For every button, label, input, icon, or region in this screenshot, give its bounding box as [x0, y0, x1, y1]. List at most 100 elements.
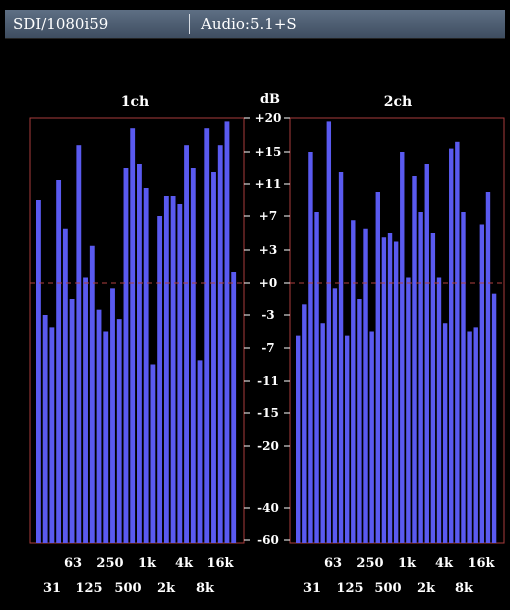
bar — [217, 145, 223, 543]
bar — [211, 172, 216, 543]
bar — [184, 145, 189, 543]
bar — [42, 315, 48, 543]
bar — [332, 288, 338, 543]
audio-mode-label: Audio:5.1+S — [201, 15, 297, 33]
channel-title: 2ch — [384, 94, 412, 110]
bar — [224, 121, 230, 544]
bar — [110, 288, 115, 543]
bar — [357, 299, 362, 543]
bar — [424, 164, 429, 543]
freq-tick-label: 4k — [435, 556, 454, 571]
freq-tick-label: 1k — [138, 556, 157, 571]
freq-tick-label: 2k — [417, 581, 436, 596]
freq-tick-label: 31 — [43, 581, 61, 596]
scale-tick-label: +11 — [255, 177, 282, 191]
scale-tick-label: -40 — [257, 501, 279, 515]
scale-tick-label: +7 — [259, 209, 277, 223]
status-bar: SDI/1080i59 Audio:5.1+S — [5, 10, 505, 39]
bar — [190, 168, 196, 543]
channel-title: 1ch — [121, 94, 149, 110]
scale-tick-label: +3 — [259, 243, 277, 257]
bar — [123, 168, 129, 543]
bar — [387, 233, 393, 543]
scale-tick-label: -15 — [257, 406, 279, 420]
scale-tick-label: -11 — [257, 374, 279, 388]
freq-tick-label: 250 — [96, 556, 123, 571]
bar — [400, 152, 405, 543]
bar — [177, 204, 183, 543]
bar — [455, 141, 460, 544]
bar — [344, 335, 350, 544]
bar — [170, 196, 176, 543]
bar — [467, 331, 472, 543]
bar — [83, 277, 88, 543]
freq-tick-label: 4k — [175, 556, 194, 571]
bar — [143, 188, 149, 543]
bar — [197, 360, 203, 544]
bar — [62, 228, 68, 543]
bar — [406, 277, 411, 543]
bar — [363, 228, 368, 543]
bar — [375, 192, 380, 543]
bar — [103, 331, 109, 543]
bar — [116, 319, 122, 544]
bar — [96, 309, 102, 543]
status-bar-divider — [189, 14, 190, 34]
bar — [163, 196, 169, 543]
scale-tick-label: -20 — [257, 439, 279, 453]
bar — [430, 233, 436, 543]
bar — [393, 241, 399, 543]
bar — [412, 176, 417, 543]
scale-tick-label: +20 — [255, 111, 282, 125]
freq-tick-label: 63 — [64, 556, 82, 571]
video-format-label: SDI/1080i59 — [13, 15, 109, 33]
freq-tick-label: 2k — [157, 581, 176, 596]
bar — [69, 299, 75, 543]
bar — [473, 327, 478, 544]
bar — [56, 180, 62, 543]
bar — [302, 304, 307, 543]
scale-tick-label: -7 — [261, 341, 274, 355]
bar — [436, 277, 442, 543]
freq-tick-label: 500 — [114, 581, 141, 596]
bar — [49, 327, 55, 544]
bar — [479, 224, 485, 543]
freq-tick-label: 8k — [196, 581, 215, 596]
bar — [36, 200, 41, 543]
freq-tick-label: 500 — [374, 581, 401, 596]
freq-tick-label: 125 — [336, 581, 363, 596]
bar — [449, 148, 454, 543]
scale-tick-label: +0 — [259, 276, 277, 290]
bar — [485, 192, 491, 543]
bar — [296, 335, 301, 544]
freq-tick-label: 125 — [75, 581, 102, 596]
freq-tick-label: 8k — [455, 581, 474, 596]
freq-tick-label: 31 — [303, 581, 321, 596]
bar — [338, 172, 344, 543]
bar — [89, 245, 95, 543]
bar — [351, 220, 356, 543]
freq-tick-label: 16k — [467, 556, 495, 571]
freq-tick-label: 250 — [356, 556, 383, 571]
bar — [130, 128, 136, 543]
bar — [150, 364, 156, 543]
bar — [442, 323, 448, 543]
db-unit-label: dB — [260, 92, 280, 107]
bar — [76, 145, 82, 543]
bar — [461, 212, 466, 543]
bar — [308, 152, 313, 543]
freq-tick-label: 16k — [206, 556, 234, 571]
freq-tick-label: 1k — [398, 556, 417, 571]
bar — [320, 323, 325, 543]
freq-tick-label: 63 — [324, 556, 342, 571]
scale-tick-label: -3 — [261, 308, 274, 322]
bar — [491, 293, 497, 543]
scale-tick-label: +15 — [255, 145, 282, 159]
bar — [381, 237, 387, 543]
bar — [137, 164, 142, 543]
bar — [369, 331, 374, 543]
bar — [314, 212, 319, 543]
bar — [204, 128, 210, 543]
